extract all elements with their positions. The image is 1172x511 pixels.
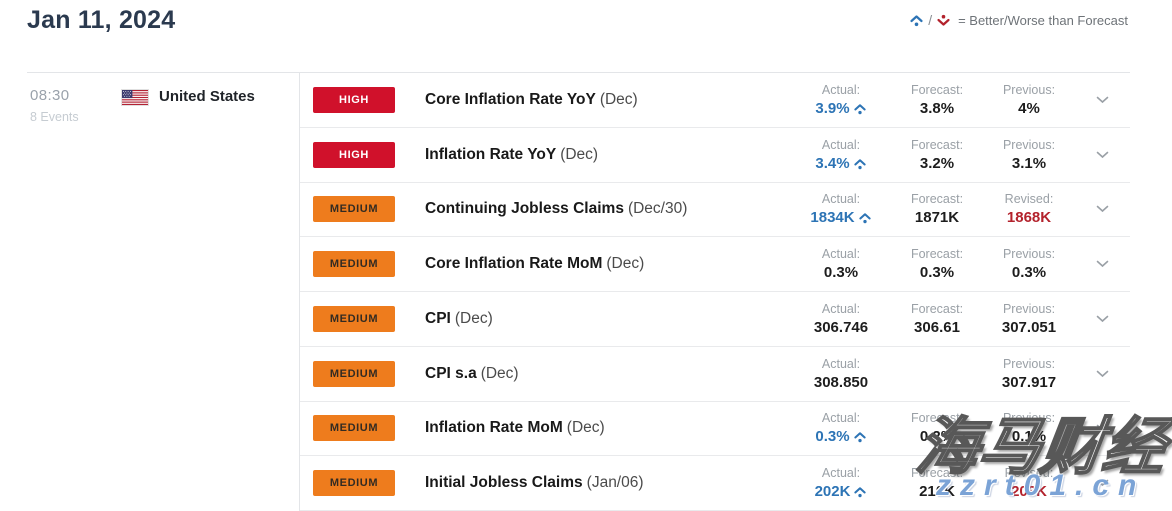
event-title: Inflation Rate MoM (Dec) — [425, 419, 605, 437]
expand-chevron-icon[interactable] — [1075, 260, 1130, 268]
better-than-forecast-icon — [853, 102, 867, 116]
us-flag-icon — [122, 90, 148, 105]
event-row-continuing-jobless-claims[interactable]: MEDIUM Continuing Jobless Claims (Dec/30)… — [300, 182, 1130, 238]
event-title: CPI s.a (Dec) — [425, 364, 519, 382]
expand-chevron-icon[interactable] — [1075, 479, 1130, 487]
event-row-initial-jobless-claims[interactable]: MEDIUM Initial Jobless Claims (Jan/06) Ac… — [300, 456, 1130, 511]
actual-cell: Actual: 3.9% — [791, 81, 891, 119]
expand-chevron-icon[interactable] — [1075, 205, 1130, 213]
actual-cell: Actual: 0.3% — [791, 409, 891, 447]
event-title: Inflation Rate YoY (Dec) — [425, 145, 599, 163]
expand-chevron-icon[interactable] — [1075, 424, 1130, 432]
event-title: Continuing Jobless Claims (Dec/30) — [425, 200, 688, 218]
page-title: Jan 11, 2024 — [27, 6, 176, 34]
importance-badge: HIGH — [313, 86, 395, 113]
actual-cell: Actual: 308.850 — [813, 356, 869, 391]
importance-badge: MEDIUM — [313, 196, 395, 223]
forecast-cell: Forecast: 0.2% — [910, 411, 964, 446]
event-row-core-inflation-rate-mom[interactable]: MEDIUM Core Inflation Rate MoM (Dec) Actu… — [300, 237, 1130, 292]
expand-chevron-icon[interactable] — [1075, 315, 1130, 323]
expand-chevron-icon[interactable] — [1075, 151, 1130, 159]
country-link[interactable]: United States — [159, 88, 255, 105]
forecast-cell: Forecast: 306.61 — [910, 301, 964, 336]
actual-cell: Actual: 306.746 — [813, 301, 869, 336]
previous-cell: Previous: 0.1% — [1002, 411, 1056, 446]
better-than-forecast-icon — [853, 430, 867, 444]
event-row-inflation-rate-yoy[interactable]: HIGH Inflation Rate YoY (Dec) Actual: 3.4… — [300, 127, 1130, 183]
revised-cell: Revised: 203K — [1004, 466, 1054, 501]
event-row-cpi[interactable]: MEDIUM CPI (Dec) Actual: 306.746 Forecast… — [300, 292, 1130, 347]
event-row-core-inflation-rate-yoy[interactable]: HIGH Core Inflation Rate YoY (Dec) Actual… — [300, 73, 1130, 128]
expand-chevron-icon[interactable] — [1075, 370, 1130, 378]
forecast-cell: Forecast: 3.8% — [910, 82, 964, 117]
event-rows: HIGH Core Inflation Rate YoY (Dec) Actual… — [300, 73, 1130, 511]
actual-cell: Actual: 0.3% — [821, 247, 861, 282]
better-than-forecast-icon — [853, 157, 867, 171]
previous-cell: Previous: 307.051 — [1001, 301, 1057, 336]
better-than-forecast-icon — [858, 211, 872, 225]
importance-badge: MEDIUM — [313, 251, 395, 278]
forecast-cell: Forecast: 1871K — [910, 192, 964, 227]
session-time: 08:30 — [30, 87, 70, 104]
event-title: Core Inflation Rate MoM (Dec) — [425, 255, 645, 273]
worse-than-forecast-icon — [936, 13, 951, 28]
event-title: Core Inflation Rate YoY (Dec) — [425, 90, 638, 108]
revised-cell: Revised: 1868K — [1004, 192, 1054, 227]
importance-badge: MEDIUM — [313, 305, 395, 332]
expand-chevron-icon[interactable] — [1075, 96, 1130, 104]
events-count: 8 Events — [30, 110, 79, 124]
forecast-cell: Forecast: 0.3% — [910, 247, 964, 282]
importance-badge: MEDIUM — [313, 470, 395, 497]
forecast-cell: Forecast: 3.2% — [910, 137, 964, 172]
event-row-inflation-rate-mom[interactable]: MEDIUM Inflation Rate MoM (Dec) Actual: 0… — [300, 401, 1130, 457]
session-column: 08:30 8 Events United Stat — [27, 73, 300, 511]
actual-cell: Actual: 202K — [791, 464, 891, 502]
better-than-forecast-icon — [853, 485, 867, 499]
previous-cell: Previous: 3.1% — [1002, 137, 1056, 172]
previous-cell: Previous: 4% — [1002, 82, 1056, 117]
event-row-cpi-sa[interactable]: MEDIUM CPI s.a (Dec) Actual: 308.850 Prev… — [300, 346, 1130, 402]
forecast-cell: Forecast: 210K — [910, 466, 964, 501]
actual-cell: Actual: 3.4% — [791, 136, 891, 174]
legend-separator: / — [928, 12, 933, 28]
economic-calendar: 08:30 8 Events United Stat — [27, 72, 1130, 511]
forecast-legend: / = Better/Worse than Forecast — [909, 12, 1128, 28]
importance-badge: MEDIUM — [313, 415, 395, 442]
importance-badge: HIGH — [313, 141, 395, 168]
actual-cell: Actual: 1834K — [791, 190, 891, 228]
event-title: CPI (Dec) — [425, 309, 493, 327]
event-title: Initial Jobless Claims (Jan/06) — [425, 474, 644, 492]
previous-cell: Previous: 0.3% — [1002, 247, 1056, 282]
previous-cell: Previous: 307.917 — [1001, 356, 1057, 391]
importance-badge: MEDIUM — [313, 360, 395, 387]
legend-text: = Better/Worse than Forecast — [958, 12, 1128, 28]
better-than-forecast-icon — [909, 13, 924, 28]
